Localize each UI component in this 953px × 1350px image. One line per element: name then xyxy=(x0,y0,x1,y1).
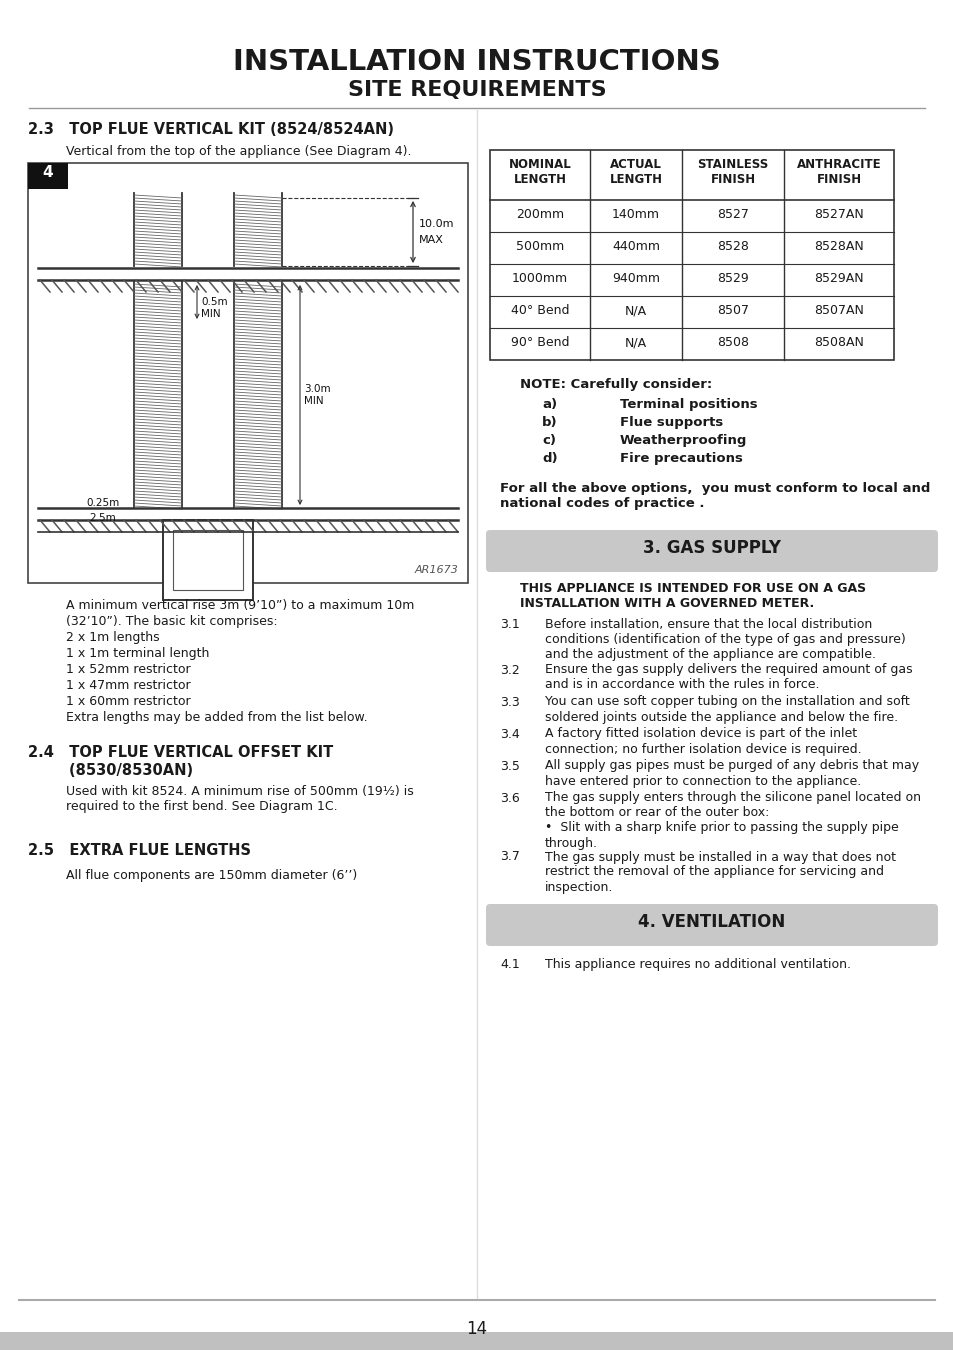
FancyBboxPatch shape xyxy=(485,904,937,946)
Text: SITE REQUIREMENTS: SITE REQUIREMENTS xyxy=(347,80,606,100)
Text: 3.2: 3.2 xyxy=(499,663,519,676)
Text: 8507: 8507 xyxy=(717,304,748,317)
Text: STAINLESS
FINISH: STAINLESS FINISH xyxy=(697,158,768,186)
Text: 8508AN: 8508AN xyxy=(813,336,863,350)
Text: 2.4   TOP FLUE VERTICAL OFFSET KIT: 2.4 TOP FLUE VERTICAL OFFSET KIT xyxy=(28,745,333,760)
Text: a): a) xyxy=(541,398,557,410)
Text: Weatherproofing: Weatherproofing xyxy=(619,433,746,447)
Text: 1 x 1m terminal length: 1 x 1m terminal length xyxy=(66,647,209,660)
Text: Before installation, ensure that the local distribution
conditions (identificati: Before installation, ensure that the loc… xyxy=(544,618,904,662)
Text: 3. GAS SUPPLY: 3. GAS SUPPLY xyxy=(642,539,781,558)
Text: MIN: MIN xyxy=(304,396,323,406)
Text: 3.3: 3.3 xyxy=(499,695,519,709)
Text: 1 x 47mm restrictor: 1 x 47mm restrictor xyxy=(66,679,191,693)
Text: 8529: 8529 xyxy=(717,271,748,285)
Bar xyxy=(172,531,243,590)
Text: 140mm: 140mm xyxy=(612,208,659,221)
Text: 8529AN: 8529AN xyxy=(813,271,862,285)
Text: 2 x 1m lengths: 2 x 1m lengths xyxy=(66,630,159,644)
Text: 3.1: 3.1 xyxy=(499,618,519,630)
Text: All flue components are 150mm diameter (6’’): All flue components are 150mm diameter (… xyxy=(66,869,356,882)
Text: INSTALLATION INSTRUCTIONS: INSTALLATION INSTRUCTIONS xyxy=(233,49,720,76)
Text: 8528AN: 8528AN xyxy=(813,240,863,252)
Text: 940mm: 940mm xyxy=(612,271,659,285)
Text: 8527AN: 8527AN xyxy=(813,208,863,221)
Text: 440mm: 440mm xyxy=(612,240,659,252)
Text: NOMINAL
LENGTH: NOMINAL LENGTH xyxy=(508,158,571,186)
Text: 4. VENTILATION: 4. VENTILATION xyxy=(638,913,785,931)
Text: 3.7: 3.7 xyxy=(499,850,519,864)
Bar xyxy=(490,150,893,360)
Text: 8508: 8508 xyxy=(717,336,748,350)
Text: 8528: 8528 xyxy=(717,240,748,252)
Text: 3.4: 3.4 xyxy=(499,728,519,741)
Text: 3.5: 3.5 xyxy=(499,760,519,772)
Text: MAX: MAX xyxy=(418,235,443,244)
Text: 8507AN: 8507AN xyxy=(813,304,863,317)
Bar xyxy=(28,163,468,583)
Text: 10.0m: 10.0m xyxy=(418,219,454,230)
Text: 2.3   TOP FLUE VERTICAL KIT (8524/8524AN): 2.3 TOP FLUE VERTICAL KIT (8524/8524AN) xyxy=(28,122,394,136)
Text: 1000mm: 1000mm xyxy=(512,271,567,285)
Text: AR1673: AR1673 xyxy=(414,566,457,575)
FancyBboxPatch shape xyxy=(485,531,937,572)
Text: A minimum vertical rise 3m (9’10”) to a maximum 10m: A minimum vertical rise 3m (9’10”) to a … xyxy=(66,599,414,612)
Text: For all the above options,  you must conform to local and
national codes of prac: For all the above options, you must conf… xyxy=(499,482,929,510)
Bar xyxy=(163,520,253,599)
Text: (32’10”). The basic kit comprises:: (32’10”). The basic kit comprises: xyxy=(66,616,277,628)
Text: Vertical from the top of the appliance (See Diagram 4).: Vertical from the top of the appliance (… xyxy=(66,144,411,158)
Text: 500mm: 500mm xyxy=(516,240,563,252)
Text: (8530/8530AN): (8530/8530AN) xyxy=(28,763,193,778)
Text: You can use soft copper tubing on the installation and soft
soldered joints outs: You can use soft copper tubing on the in… xyxy=(544,695,909,724)
Text: 40° Bend: 40° Bend xyxy=(510,304,569,317)
Text: This appliance requires no additional ventilation.: This appliance requires no additional ve… xyxy=(544,958,850,971)
Text: Flue supports: Flue supports xyxy=(619,416,722,429)
Bar xyxy=(28,163,68,189)
Text: Ensure the gas supply delivers the required amount of gas
and is in accordance w: Ensure the gas supply delivers the requi… xyxy=(544,663,912,691)
Text: N/A: N/A xyxy=(624,336,646,350)
Text: ANTHRACITE
FINISH: ANTHRACITE FINISH xyxy=(796,158,881,186)
Text: 14: 14 xyxy=(466,1320,487,1338)
Text: 2.5   EXTRA FLUE LENGTHS: 2.5 EXTRA FLUE LENGTHS xyxy=(28,842,251,859)
Text: 3.0m: 3.0m xyxy=(304,383,331,394)
Text: 90° Bend: 90° Bend xyxy=(510,336,569,350)
Text: 0.5m: 0.5m xyxy=(201,297,228,306)
Text: The gas supply enters through the silicone panel located on
the bottom or rear o: The gas supply enters through the silico… xyxy=(544,791,920,849)
Text: c): c) xyxy=(541,433,556,447)
Text: d): d) xyxy=(541,452,558,464)
Text: N/A: N/A xyxy=(624,304,646,317)
Text: ACTUAL
LENGTH: ACTUAL LENGTH xyxy=(609,158,661,186)
Text: 0.25m: 0.25m xyxy=(87,498,119,508)
Text: 3.6: 3.6 xyxy=(499,791,519,805)
Text: b): b) xyxy=(541,416,558,429)
Text: Fire precautions: Fire precautions xyxy=(619,452,742,464)
Text: 2.5m: 2.5m xyxy=(90,513,116,522)
Text: 1 x 52mm restrictor: 1 x 52mm restrictor xyxy=(66,663,191,676)
Text: 8527: 8527 xyxy=(717,208,748,221)
Text: Terminal positions: Terminal positions xyxy=(619,398,757,410)
Text: THIS APPLIANCE IS INTENDED FOR USE ON A GAS
INSTALLATION WITH A GOVERNED METER.: THIS APPLIANCE IS INTENDED FOR USE ON A … xyxy=(519,582,865,610)
Text: Extra lengths may be added from the list below.: Extra lengths may be added from the list… xyxy=(66,711,367,724)
Text: 200mm: 200mm xyxy=(516,208,563,221)
Text: Used with kit 8524. A minimum rise of 500mm (19¹⁄₂) is
required to the first ben: Used with kit 8524. A minimum rise of 50… xyxy=(66,784,414,813)
Text: The gas supply must be installed in a way that does not
restrict the removal of : The gas supply must be installed in a wa… xyxy=(544,850,895,894)
Text: NOTE: Carefully consider:: NOTE: Carefully consider: xyxy=(519,378,712,392)
Text: All supply gas pipes must be purged of any debris that may
have entered prior to: All supply gas pipes must be purged of a… xyxy=(544,760,918,787)
Text: 4: 4 xyxy=(43,165,53,180)
Text: 1 x 60mm restrictor: 1 x 60mm restrictor xyxy=(66,695,191,707)
Text: A factory fitted isolation device is part of the inlet
connection; no further is: A factory fitted isolation device is par… xyxy=(544,728,861,756)
Bar xyxy=(0,1332,953,1350)
Text: MIN: MIN xyxy=(201,309,220,319)
Text: 4.1: 4.1 xyxy=(499,958,519,971)
